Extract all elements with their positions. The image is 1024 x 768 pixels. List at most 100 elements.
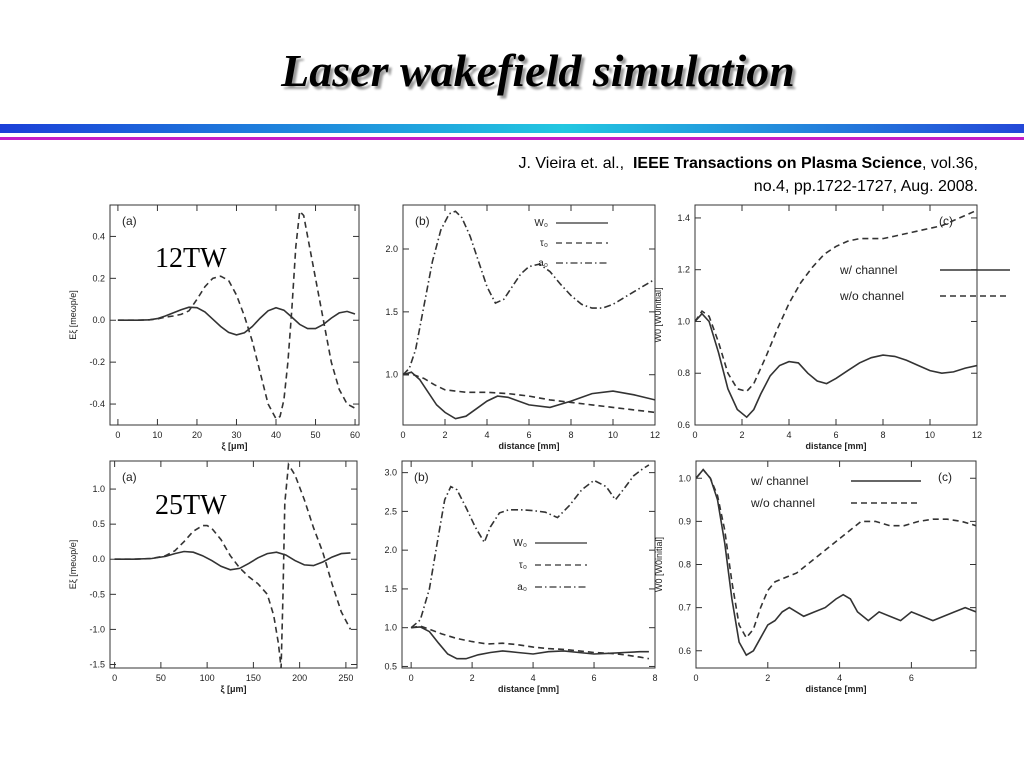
panel-letter: (a) bbox=[122, 470, 137, 484]
y-tick-label: 0.8 bbox=[677, 368, 690, 378]
y-tick-label: 2.0 bbox=[385, 244, 398, 254]
x-tick-label: 10 bbox=[152, 430, 162, 440]
series-line-1 bbox=[403, 371, 655, 420]
legend-label: W₀ bbox=[513, 538, 527, 549]
series-line-2 bbox=[696, 468, 976, 640]
y-tick-label: -0.5 bbox=[89, 589, 105, 599]
x-tick-label: 6 bbox=[833, 430, 838, 440]
y-axis-label: W0 [W0initial] bbox=[653, 287, 663, 342]
y-tick-label: 0.0 bbox=[92, 315, 105, 325]
y-tick-label: 0.6 bbox=[678, 646, 691, 656]
power-label: 25TW bbox=[155, 490, 227, 521]
x-tick-label: 4 bbox=[786, 430, 791, 440]
y-tick-label: 1.0 bbox=[384, 623, 397, 633]
x-tick-label: 0 bbox=[409, 673, 414, 683]
series-line-2 bbox=[114, 462, 352, 668]
x-tick-label: 4 bbox=[531, 673, 536, 683]
x-tick-label: 30 bbox=[231, 430, 241, 440]
y-tick-label: 1.0 bbox=[678, 473, 691, 483]
x-tick-label: 0 bbox=[112, 673, 117, 683]
x-tick-label: 6 bbox=[909, 673, 914, 683]
x-tick-label: 10 bbox=[925, 430, 935, 440]
y-tick-label: 1.0 bbox=[677, 316, 690, 326]
y-tick-label: 1.0 bbox=[385, 370, 398, 380]
series-line-1 bbox=[114, 550, 351, 571]
x-tick-label: 10 bbox=[608, 430, 618, 440]
x-tick-label: 20 bbox=[192, 430, 202, 440]
x-tick-label: 6 bbox=[526, 430, 531, 440]
chart-panel-6: 0 2 4 6 0.6 0.7 0.8 0.9 1.0 (c) distance [mm] W0 [W… bbox=[654, 460, 977, 694]
x-axis-label: distance [mm] bbox=[805, 684, 866, 694]
x-tick-label: 2 bbox=[765, 673, 770, 683]
x-axis-label: distance [mm] bbox=[498, 684, 559, 694]
x-tick-label: 2 bbox=[442, 430, 447, 440]
series-line-1 bbox=[117, 306, 356, 336]
series-line-1 bbox=[695, 312, 977, 419]
y-tick-label: 0.0 bbox=[92, 554, 105, 564]
x-axis-label: ξ [μm] bbox=[221, 441, 247, 451]
legend-label: a₀ bbox=[517, 582, 527, 593]
y-tick-label: 1.0 bbox=[92, 484, 105, 494]
x-tick-label: 250 bbox=[338, 673, 353, 683]
y-tick-label: 3.0 bbox=[384, 468, 397, 478]
y-tick-label: 0.2 bbox=[92, 273, 105, 283]
y-tick-label: -1.5 bbox=[89, 659, 105, 669]
y-tick-label: 1.5 bbox=[385, 307, 398, 317]
y-tick-label: 0.4 bbox=[92, 231, 105, 241]
y-axis-label: Eξ [meωp/e] bbox=[68, 290, 78, 340]
chart-panel-4: 0 50 100 150 200 250 -1.5 -1.0 -0.5 0.0 0.5 1.0 (a) ξ… bbox=[68, 460, 358, 694]
y-axis-label: W0 [W0initial] bbox=[654, 537, 664, 592]
x-tick-label: 8 bbox=[652, 673, 657, 683]
plot-frame bbox=[401, 460, 656, 669]
y-tick-label: 0.8 bbox=[678, 560, 691, 570]
panel-letter: (b) bbox=[415, 214, 430, 228]
series-line-2 bbox=[403, 373, 655, 414]
panel-letter: (c) bbox=[938, 470, 952, 484]
legend-label: w/ channel bbox=[750, 474, 808, 488]
x-tick-label: 12 bbox=[650, 430, 660, 440]
x-axis-label: ξ [μm] bbox=[220, 684, 246, 694]
series-line-3 bbox=[410, 464, 650, 629]
x-axis-label: distance [mm] bbox=[805, 441, 866, 451]
citation-journal: IEEE Transactions on Plasma Science bbox=[632, 155, 922, 172]
x-tick-label: 50 bbox=[311, 430, 321, 440]
y-axis-label: Eξ [meωp/e] bbox=[68, 540, 78, 590]
panel-letter: (a) bbox=[122, 214, 137, 228]
y-tick-label: 0.5 bbox=[92, 519, 105, 529]
x-tick-label: 8 bbox=[880, 430, 885, 440]
legend-label: τ₀ bbox=[519, 560, 527, 571]
series-line-3 bbox=[403, 210, 655, 376]
y-tick-label: -1.0 bbox=[89, 624, 105, 634]
y-tick-label: -0.4 bbox=[89, 399, 105, 409]
x-tick-label: 12 bbox=[972, 430, 982, 440]
citation-details: , vol.36, no.4, pp.1722-1727, Aug. 2008. bbox=[753, 155, 978, 195]
x-tick-label: 0 bbox=[693, 673, 698, 683]
chart-panel-3: 0 2 4 6 8 10 12 0.6 0.8 1.0 1.2 1.4 (c) distance [mm]… bbox=[653, 204, 1010, 451]
chart-panel-2: 0 2 4 6 8 10 12 1.0 1.5 2.0 (b) distance [mm] W₀ τ₀ a₀ bbox=[385, 204, 660, 451]
legend-label: w/o channel bbox=[750, 496, 815, 510]
plot-frame bbox=[694, 204, 978, 426]
x-axis-label: distance [mm] bbox=[498, 441, 559, 451]
x-tick-label: 4 bbox=[837, 673, 842, 683]
legend-label: τ₀ bbox=[540, 238, 548, 249]
x-tick-label: 2 bbox=[739, 430, 744, 440]
x-tick-label: 0 bbox=[115, 430, 120, 440]
plot-frame bbox=[109, 460, 358, 669]
panel-letter: (b) bbox=[414, 470, 429, 484]
legend-label: w/o channel bbox=[839, 289, 904, 303]
x-tick-label: 150 bbox=[246, 673, 261, 683]
legend-label: a₀ bbox=[538, 258, 548, 269]
y-tick-label: 0.9 bbox=[678, 516, 691, 526]
x-tick-label: 6 bbox=[592, 673, 597, 683]
x-tick-label: 0 bbox=[400, 430, 405, 440]
y-tick-label: 2.0 bbox=[384, 545, 397, 555]
x-tick-label: 100 bbox=[200, 673, 215, 683]
x-tick-label: 60 bbox=[350, 430, 360, 440]
x-tick-label: 40 bbox=[271, 430, 281, 440]
y-tick-label: -0.2 bbox=[89, 357, 105, 367]
slide-title: Laser wakefield simulation bbox=[281, 45, 795, 96]
plot-frame bbox=[109, 204, 360, 426]
citation-authors: J. Vieira et. al., bbox=[518, 155, 625, 172]
title-rule-thin bbox=[0, 137, 1024, 140]
